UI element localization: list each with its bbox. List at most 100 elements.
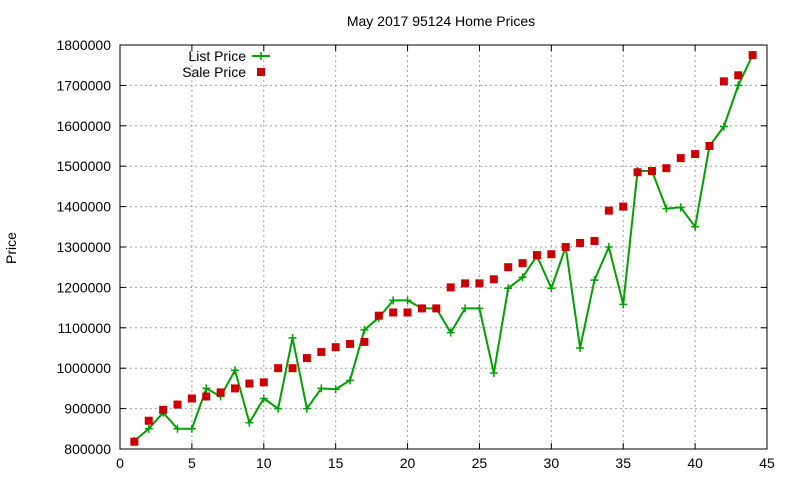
axes: 0 5 10 15 20 25 30 35 40 45 800000 900000 1000000 110… — [56, 37, 775, 471]
legend-marker-sale-price — [257, 68, 265, 76]
sale-price-point — [245, 379, 254, 388]
legend-label-list-price: List Price — [188, 48, 246, 64]
x-tick-label: 15 — [328, 455, 344, 471]
list-price-point — [576, 344, 585, 352]
sale-price-point — [633, 168, 642, 177]
sale-price-point — [475, 279, 484, 288]
y-tick-label: 1400000 — [56, 199, 111, 215]
list-price-point — [475, 304, 484, 313]
sale-price-point — [231, 384, 240, 393]
sale-price-point — [748, 51, 757, 60]
list-price-point — [489, 369, 498, 378]
x-tick-label: 0 — [116, 455, 124, 471]
list-price-point — [446, 328, 455, 337]
list-price-point — [144, 424, 153, 433]
sale-price-point — [461, 279, 470, 288]
list-price-point — [346, 376, 355, 385]
list-price-point — [691, 222, 700, 231]
sale-price-point — [403, 308, 412, 317]
list-price-point — [504, 284, 513, 293]
list-price-point — [360, 325, 369, 334]
x-tick-label: 10 — [256, 455, 272, 471]
x-tick-label: 45 — [759, 455, 775, 471]
list-price-point — [662, 204, 671, 213]
chart-title: May 2017 95124 Home Prices — [347, 13, 535, 29]
sale-price-point — [130, 437, 139, 446]
sale-price-point — [547, 250, 556, 259]
list-price-point — [389, 296, 398, 305]
sale-price-point — [604, 206, 613, 215]
sale-price-point — [734, 71, 743, 80]
list-price-point — [231, 366, 240, 375]
sale-price-point — [374, 311, 383, 320]
y-tick-label: 1600000 — [56, 118, 111, 134]
sale-price-point — [389, 308, 398, 317]
sale-price-point — [504, 263, 513, 272]
sale-price-point — [705, 142, 714, 150]
list-price-point — [187, 424, 196, 433]
x-tick-label: 20 — [400, 455, 416, 471]
sale-price-point — [274, 364, 283, 373]
x-tick-label: 30 — [544, 455, 560, 471]
x-tick-label: 25 — [472, 455, 488, 471]
list-price-point — [676, 203, 685, 212]
list-price-point — [547, 284, 556, 293]
list-price-point — [331, 385, 340, 394]
sale-price-point — [676, 154, 685, 163]
y-axis-label: Price — [3, 232, 19, 264]
list-price-point — [518, 273, 527, 282]
x-tick-label: 40 — [687, 455, 703, 471]
sale-price-point — [518, 259, 527, 268]
sale-price-point — [317, 348, 326, 357]
sale-price-point — [561, 243, 570, 251]
series — [130, 51, 757, 446]
sale-price-point — [719, 77, 728, 86]
list-price-point — [734, 81, 743, 90]
x-tick-label: 35 — [615, 455, 631, 471]
list-price-point — [590, 276, 599, 285]
y-tick-label: 1300000 — [56, 239, 111, 255]
list-price-point — [719, 122, 728, 131]
list-price-point — [173, 424, 182, 433]
y-tick-label: 1200000 — [56, 279, 111, 295]
sale-price-point — [360, 337, 369, 346]
sale-price-point — [489, 275, 498, 284]
y-tick-label: 1000000 — [56, 360, 111, 376]
list-price-point — [259, 394, 268, 403]
sale-price-point — [259, 378, 268, 387]
sale-price-point — [346, 339, 355, 348]
y-tick-label: 1100000 — [58, 320, 112, 336]
sale-price-point — [302, 354, 311, 363]
sale-price-point — [173, 400, 182, 409]
list-price-point — [302, 404, 311, 413]
sale-price-point — [432, 304, 441, 313]
sale-price-point — [619, 202, 628, 211]
list-price-point — [604, 243, 613, 251]
sale-price-point — [159, 405, 168, 414]
list-price-point — [619, 300, 628, 309]
legend-marker-list-price — [257, 52, 265, 60]
list-price-point — [274, 404, 283, 413]
sale-price-point — [446, 283, 455, 292]
y-tick-label: 1500000 — [56, 158, 111, 174]
list-price-point — [317, 384, 326, 393]
y-tick-label: 800000 — [64, 441, 111, 457]
sale-price-point — [288, 364, 297, 373]
sale-price-point — [576, 238, 585, 247]
y-tick-label: 1800000 — [56, 37, 111, 53]
sale-price-point — [532, 251, 541, 260]
sale-price-point — [144, 416, 153, 425]
y-tick-label: 1700000 — [56, 77, 111, 93]
list-price-point — [202, 384, 211, 393]
y-tick-label: 900000 — [64, 401, 111, 417]
list-price-point — [245, 418, 254, 427]
list-price-point — [288, 333, 297, 342]
sale-price-point — [187, 394, 196, 403]
sale-price-point — [691, 150, 700, 159]
sale-price-point — [216, 388, 225, 397]
sale-price-point — [417, 304, 426, 313]
sale-price-point — [647, 167, 656, 176]
